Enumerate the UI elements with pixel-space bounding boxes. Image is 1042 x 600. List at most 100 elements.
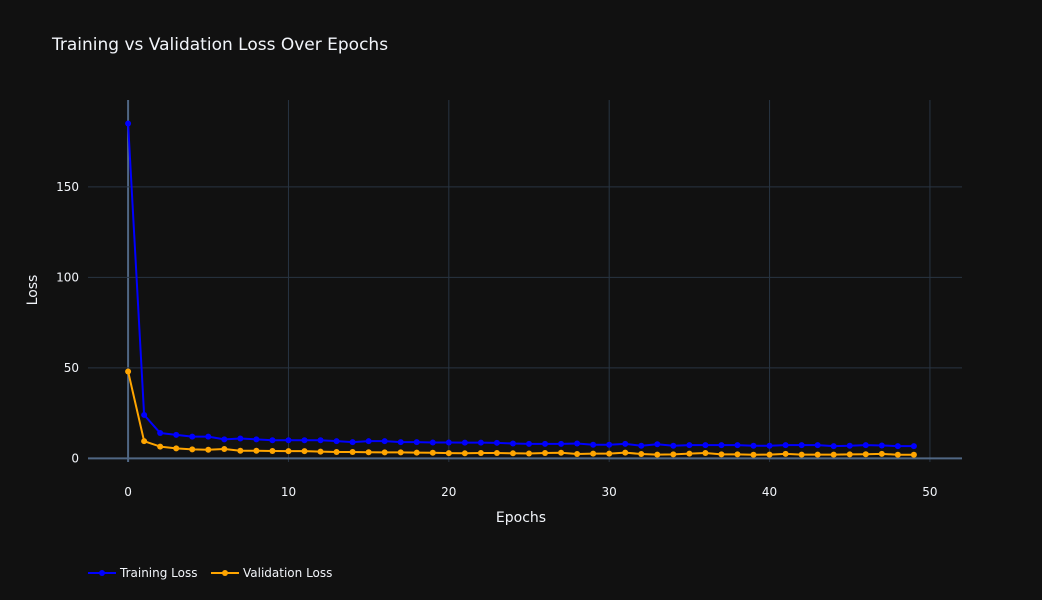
data-point[interactable] <box>622 449 629 456</box>
data-point[interactable] <box>125 120 132 127</box>
data-point[interactable] <box>237 435 244 442</box>
legend-item[interactable]: Training Loss <box>88 566 197 580</box>
data-point[interactable] <box>782 450 789 457</box>
data-point[interactable] <box>301 448 308 455</box>
data-point[interactable] <box>397 449 404 456</box>
data-point[interactable] <box>445 450 452 457</box>
series-validation-loss[interactable] <box>125 368 917 458</box>
data-point[interactable] <box>798 451 805 458</box>
data-point[interactable] <box>878 442 885 449</box>
data-point[interactable] <box>894 451 901 458</box>
data-point[interactable] <box>542 449 549 456</box>
data-point[interactable] <box>509 440 516 447</box>
series-training-loss[interactable] <box>125 120 917 450</box>
data-point[interactable] <box>189 433 196 440</box>
data-point[interactable] <box>157 443 164 450</box>
data-point[interactable] <box>590 450 597 457</box>
data-point[interactable] <box>349 449 356 456</box>
data-point[interactable] <box>814 451 821 458</box>
data-point[interactable] <box>221 445 228 452</box>
legend[interactable]: Training Loss Validation Loss <box>88 566 332 580</box>
data-point[interactable] <box>622 440 629 447</box>
data-point[interactable] <box>253 447 260 454</box>
data-point[interactable] <box>509 450 516 457</box>
data-point[interactable] <box>429 439 436 446</box>
data-point[interactable] <box>766 442 773 449</box>
data-point[interactable] <box>365 438 372 445</box>
data-point[interactable] <box>477 449 484 456</box>
data-point[interactable] <box>381 449 388 456</box>
data-point[interactable] <box>846 451 853 458</box>
data-point[interactable] <box>526 440 533 447</box>
data-point[interactable] <box>477 439 484 446</box>
data-point[interactable] <box>750 451 757 458</box>
data-point[interactable] <box>141 438 148 445</box>
data-point[interactable] <box>558 440 565 447</box>
data-point[interactable] <box>285 448 292 455</box>
data-point[interactable] <box>654 441 661 448</box>
data-point[interactable] <box>205 446 212 453</box>
data-point[interactable] <box>317 448 324 455</box>
data-point[interactable] <box>814 442 821 449</box>
data-point[interactable] <box>750 442 757 449</box>
data-point[interactable] <box>670 451 677 458</box>
data-point[interactable] <box>301 437 308 444</box>
data-point[interactable] <box>702 449 709 456</box>
data-point[interactable] <box>846 442 853 449</box>
data-point[interactable] <box>798 442 805 449</box>
data-point[interactable] <box>910 443 917 450</box>
legend-item[interactable]: Validation Loss <box>211 566 332 580</box>
data-point[interactable] <box>365 449 372 456</box>
data-point[interactable] <box>493 439 500 446</box>
data-point[interactable] <box>670 442 677 449</box>
data-point[interactable] <box>766 451 773 458</box>
data-point[interactable] <box>173 431 180 438</box>
data-point[interactable] <box>269 447 276 454</box>
data-point[interactable] <box>734 451 741 458</box>
data-point[interactable] <box>125 368 132 375</box>
data-point[interactable] <box>718 442 725 449</box>
data-point[interactable] <box>894 443 901 450</box>
data-point[interactable] <box>141 411 148 418</box>
data-point[interactable] <box>349 439 356 446</box>
data-point[interactable] <box>542 440 549 447</box>
data-point[interactable] <box>878 450 885 457</box>
data-point[interactable] <box>413 449 420 456</box>
data-point[interactable] <box>221 436 228 443</box>
data-point[interactable] <box>782 442 789 449</box>
data-point[interactable] <box>237 447 244 454</box>
data-point[interactable] <box>654 451 661 458</box>
data-point[interactable] <box>638 451 645 458</box>
data-point[interactable] <box>333 438 340 445</box>
data-point[interactable] <box>718 451 725 458</box>
data-point[interactable] <box>862 451 869 458</box>
data-point[interactable] <box>429 449 436 456</box>
data-point[interactable] <box>413 439 420 446</box>
data-point[interactable] <box>558 449 565 456</box>
data-point[interactable] <box>189 446 196 453</box>
data-point[interactable] <box>686 442 693 449</box>
data-point[interactable] <box>830 451 837 458</box>
data-point[interactable] <box>269 437 276 444</box>
data-point[interactable] <box>686 450 693 457</box>
data-point[interactable] <box>381 438 388 445</box>
data-point[interactable] <box>574 451 581 458</box>
data-point[interactable] <box>606 441 613 448</box>
data-point[interactable] <box>333 449 340 456</box>
data-point[interactable] <box>157 430 164 437</box>
data-point[interactable] <box>638 442 645 449</box>
data-point[interactable] <box>461 450 468 457</box>
data-point[interactable] <box>526 450 533 457</box>
data-point[interactable] <box>173 445 180 452</box>
data-point[interactable] <box>205 433 212 440</box>
data-point[interactable] <box>702 442 709 449</box>
data-point[interactable] <box>590 441 597 448</box>
data-point[interactable] <box>862 442 869 449</box>
data-point[interactable] <box>445 439 452 446</box>
data-point[interactable] <box>606 450 613 457</box>
data-point[interactable] <box>910 451 917 458</box>
data-point[interactable] <box>461 439 468 446</box>
data-point[interactable] <box>493 449 500 456</box>
data-point[interactable] <box>253 436 260 443</box>
data-point[interactable] <box>830 443 837 450</box>
